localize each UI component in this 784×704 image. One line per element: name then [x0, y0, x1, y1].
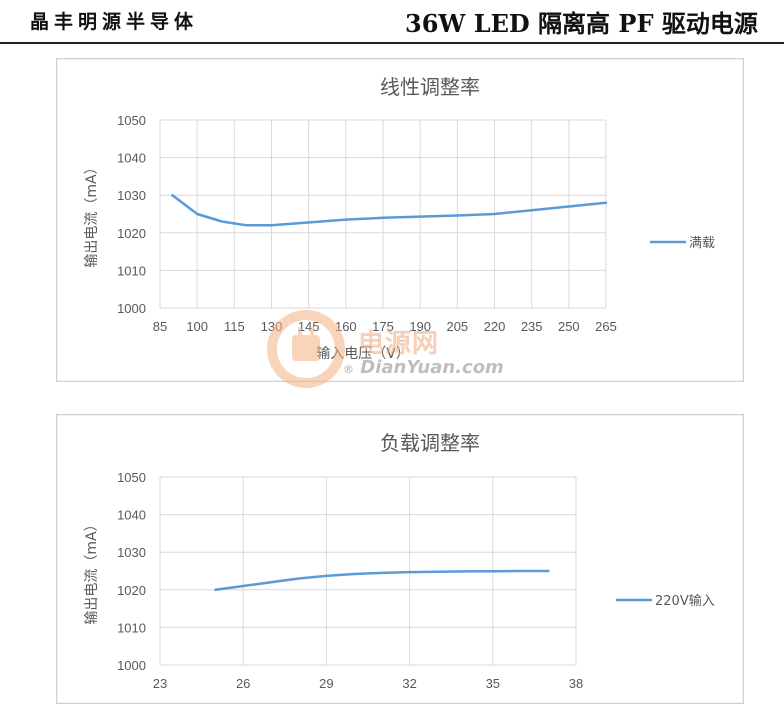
watermark-en-text: ® DianYuan.com — [343, 357, 504, 378]
y-tick-label: 1020 — [117, 226, 146, 241]
watermark-logo-icon — [267, 310, 345, 388]
series-line — [171, 193, 608, 227]
x-tick-label: 160 — [335, 319, 357, 334]
chart-frame — [56, 414, 744, 704]
y-tick-label: 1000 — [117, 658, 146, 673]
x-tick-label: 265 — [595, 319, 617, 334]
chart-title: 负载调整率 — [380, 431, 480, 455]
x-tick-label: 190 — [409, 319, 431, 334]
y-axis-label: 输出电流（mA） — [84, 517, 100, 624]
header-divider — [0, 42, 784, 44]
y-tick-label: 1030 — [117, 188, 146, 203]
y-tick-label: 1050 — [117, 113, 146, 128]
y-tick-label: 1010 — [117, 263, 146, 278]
y-tick-label: 1050 — [117, 470, 146, 485]
y-tick-label: 1030 — [117, 545, 146, 560]
x-tick-label: 250 — [558, 319, 580, 334]
legend-label: 220V输入 — [655, 593, 715, 609]
x-tick-label: 220 — [484, 319, 506, 334]
y-tick-label: 1020 — [117, 583, 146, 598]
x-tick-label: 35 — [486, 676, 500, 691]
series-line — [214, 569, 550, 592]
x-tick-label: 26 — [236, 676, 250, 691]
document-title: 36W LED 隔离高 PF 驱动电源 — [405, 9, 758, 38]
x-tick-label: 29 — [319, 676, 333, 691]
page-header: 晶丰明源半导体 36W LED 隔离高 PF 驱动电源 — [0, 0, 784, 44]
y-axis-label: 输出电流（mA） — [84, 160, 100, 267]
load-regulation-chart: 1000 1010 1020 1030 1040 1050 23 26 29 32 35 38 负载调整… — [56, 414, 744, 704]
gridlines — [159, 119, 607, 309]
x-tick-label: 115 — [224, 319, 245, 334]
x-tick-label: 85 — [153, 319, 167, 334]
chart-title: 线性调整率 — [380, 75, 480, 99]
x-tick-label: 100 — [186, 319, 208, 334]
x-tick-label: 23 — [153, 676, 167, 691]
watermark: 电源网 ® DianYuan.com — [262, 305, 532, 395]
x-tick-label: 145 — [298, 319, 320, 334]
legend-label: 满载 — [689, 236, 715, 251]
watermark-cn-text: 电源网 — [358, 329, 440, 359]
company-name: 晶丰明源半导体 — [30, 11, 199, 33]
chart-frame — [56, 58, 744, 382]
x-tick-label: 32 — [402, 676, 416, 691]
x-tick-label: 38 — [569, 676, 583, 691]
watermark-domain: DianYuan.com — [360, 357, 504, 378]
y-tick-label: 1040 — [117, 151, 146, 166]
watermark-reg-mark: ® — [343, 363, 354, 376]
x-tick-label: 235 — [521, 319, 543, 334]
y-tick-label: 1040 — [117, 508, 146, 523]
y-tick-label: 1010 — [117, 620, 146, 635]
y-tick-label: 1000 — [117, 301, 146, 316]
gridlines — [159, 476, 577, 666]
x-tick-label: 175 — [372, 319, 394, 334]
x-tick-label: 205 — [446, 319, 468, 334]
